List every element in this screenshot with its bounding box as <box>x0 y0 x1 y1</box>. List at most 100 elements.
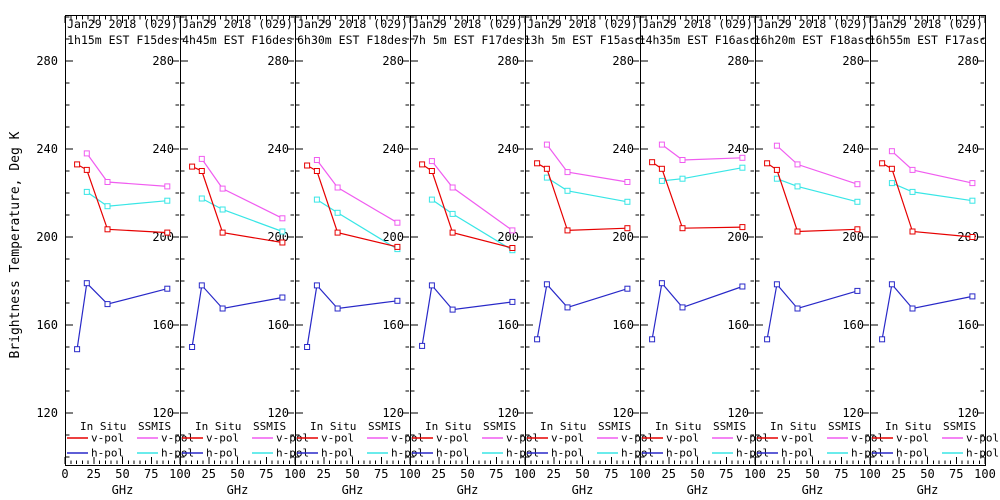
series-ssmis_v-marker <box>164 183 171 190</box>
series-in_situ_v-marker <box>679 225 686 232</box>
series-ssmis_v-marker <box>104 179 111 185</box>
y-tick-label: 200 <box>382 230 404 244</box>
series-in_situ_h-marker <box>543 281 550 288</box>
legend-ssmis_v-label: v-pol <box>736 432 769 445</box>
series-in_situ_h-marker <box>449 306 456 313</box>
legend-in_situ_v-label: v-pol <box>206 432 239 445</box>
legend-ssmis_h-label: h-pol <box>391 447 424 460</box>
legend-group-ssmis: SSMIS <box>253 420 286 433</box>
series-ssmis_v-marker <box>658 141 665 148</box>
legend-in_situ_v-label: v-pol <box>666 432 699 445</box>
legend-ssmis_h-label: h-pol <box>621 447 654 460</box>
series-ssmis_h-marker <box>313 196 320 203</box>
panel-title-time: 1h15m EST F15des <box>67 33 178 47</box>
x-tick-label: 100 <box>744 467 766 481</box>
series-in_situ_v-marker <box>189 163 196 170</box>
y-axis-tick-label: 200 <box>36 230 58 244</box>
series-in_situ_v-marker <box>313 168 320 174</box>
panel-ticks <box>524 16 641 464</box>
series-ssmis_v-marker <box>334 184 341 191</box>
series-in_situ_h-marker <box>334 305 341 312</box>
y-axis-tick-label: 120 <box>36 406 58 420</box>
series-in_situ_h-marker <box>534 336 541 343</box>
series-in_situ_v-line <box>881 162 973 238</box>
series-in_situ_h-marker <box>909 305 916 312</box>
series-in_situ_v-marker <box>624 225 631 232</box>
series-ssmis_h-line <box>776 178 858 203</box>
y-tick-label: 240 <box>957 142 979 156</box>
series-in_situ_v-marker <box>764 160 771 167</box>
legend-in_situ_h-label: h-pol <box>781 447 814 460</box>
legend-ssmis_v-label: v-pol <box>506 432 539 445</box>
y-tick-label: 120 <box>267 406 289 420</box>
series-in_situ_h-marker <box>969 293 976 300</box>
series-ssmis_h-marker <box>104 203 111 210</box>
y-tick-label: 280 <box>727 54 749 68</box>
legend-in_situ_h-label: h-pol <box>91 447 124 460</box>
series-in_situ_h-marker <box>219 305 226 312</box>
series-ssmis_v-marker <box>679 157 686 163</box>
x-tick-label: 100 <box>284 467 306 481</box>
panel-title-date: Jan29 2018 (029) <box>527 17 638 31</box>
series-ssmis_v-marker <box>83 150 90 157</box>
y-tick-label: 120 <box>957 406 979 420</box>
series-in_situ_h-marker <box>658 280 665 287</box>
panel-title-time: 14h35m EST F16asc <box>639 33 757 47</box>
y-tick-label: 240 <box>267 142 289 156</box>
legend-in_situ_v-label: v-pol <box>781 432 814 445</box>
panel-2: Jan29 2018 (029)4h45m EST F16des12016020… <box>179 15 309 497</box>
legend-ssmis_h-label: h-pol <box>161 447 194 460</box>
y-tick-label: 240 <box>497 142 519 156</box>
x-tick-label: 75 <box>374 467 388 481</box>
series-ssmis_v-marker <box>773 142 780 149</box>
series-in_situ_v-line <box>76 163 168 234</box>
x-tick-label: 100 <box>514 467 536 481</box>
y-tick-label: 160 <box>382 318 404 332</box>
series-in_situ_v-marker <box>334 229 341 236</box>
series-in_situ_v-marker <box>104 226 111 233</box>
series-in_situ_v-marker <box>419 161 426 168</box>
series-ssmis_h-marker <box>334 209 341 216</box>
series-ssmis_v-marker <box>394 219 401 226</box>
y-tick-label: 240 <box>842 142 864 156</box>
x-axis-unit-label: GHz <box>802 483 824 497</box>
series-in_situ_v-marker <box>888 165 895 172</box>
legend-group-in-situ: In Situ <box>540 420 586 433</box>
series-in_situ_v-marker <box>164 229 171 236</box>
series-ssmis_h-marker <box>888 180 895 187</box>
panel-title-date: Jan29 2018 (029) <box>67 17 178 31</box>
legend-ssmis_h-label: h-pol <box>851 447 884 460</box>
series-in_situ_v-marker <box>449 229 456 236</box>
series-in_situ_v-marker <box>279 239 286 246</box>
y-tick-label: 160 <box>497 318 519 332</box>
legend-group-ssmis: SSMIS <box>368 420 401 433</box>
series-ssmis_h-line <box>661 167 743 182</box>
legend-in_situ_v-label: v-pol <box>321 432 354 445</box>
y-tick-label: 240 <box>382 142 404 156</box>
series-ssmis_h-marker <box>279 228 286 235</box>
legend-ssmis_h-label: h-pol <box>276 447 309 460</box>
series-ssmis_v-marker <box>888 148 895 155</box>
series-ssmis_h-marker <box>739 164 746 171</box>
y-axis-title: Brightness Temperature, Deg K <box>8 131 23 359</box>
y-tick-label: 200 <box>842 230 864 244</box>
series-ssmis_v-line <box>86 153 168 187</box>
panel-frame <box>870 15 986 466</box>
x-tick-label: 25 <box>432 467 446 481</box>
series-in_situ_v-marker <box>649 159 656 166</box>
y-tick-label: 120 <box>497 406 519 420</box>
series-ssmis_v-marker <box>509 227 516 234</box>
series-ssmis_v-marker <box>854 181 861 188</box>
x-tick-label: 75 <box>259 467 273 481</box>
x-tick-label: 50 <box>920 467 934 481</box>
panel-title-time: 6h30m EST F18des <box>297 33 408 47</box>
series-ssmis_v-marker <box>739 154 746 161</box>
legend-ssmis_h-label: h-pol <box>736 447 769 460</box>
panel-ticks <box>294 16 411 464</box>
